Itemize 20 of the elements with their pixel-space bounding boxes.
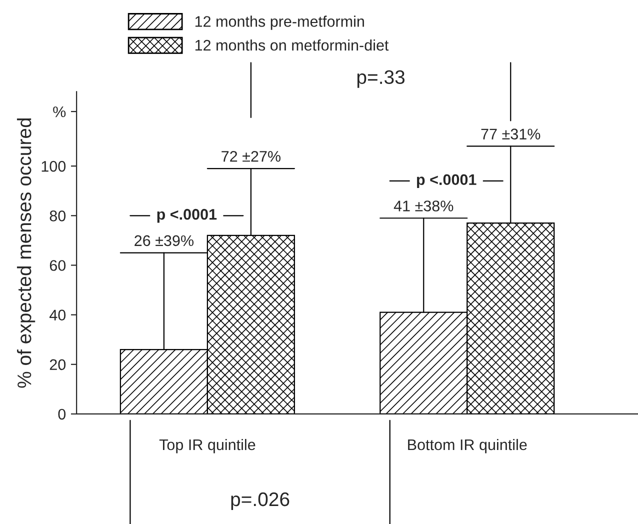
annotation: p <.0001 bbox=[416, 174, 476, 188]
y-tick-label: 60 bbox=[50, 260, 66, 271]
x-tick-label: Bottom IR quintile bbox=[408, 438, 527, 454]
y-tick-label: 20 bbox=[50, 359, 66, 370]
legend-label: 12 months on metformin-diet bbox=[195, 39, 389, 51]
legend-label: 12 months pre-metformin bbox=[195, 16, 364, 30]
y-tick-label: 80 bbox=[50, 210, 66, 222]
text: p=.33 bbox=[357, 70, 405, 88]
annotation: 41 ±38% bbox=[394, 200, 454, 212]
annotation: 72 ±27% bbox=[222, 150, 280, 162]
y-axis-title: % of expected menses occured bbox=[16, 118, 36, 388]
y-tick-label: 0 bbox=[58, 408, 66, 420]
y-tick-label: 40 bbox=[50, 310, 66, 320]
annotation: 26 ±39% bbox=[134, 235, 194, 246]
y-tick-label: 100 bbox=[42, 160, 66, 172]
text: p=.026 bbox=[231, 492, 290, 510]
annotation: p <.0001 bbox=[157, 208, 217, 223]
annotation: 77 ±31% bbox=[481, 128, 540, 140]
y-tick-label: % bbox=[53, 106, 66, 118]
x-tick-label: Top IR quintile bbox=[159, 438, 256, 454]
